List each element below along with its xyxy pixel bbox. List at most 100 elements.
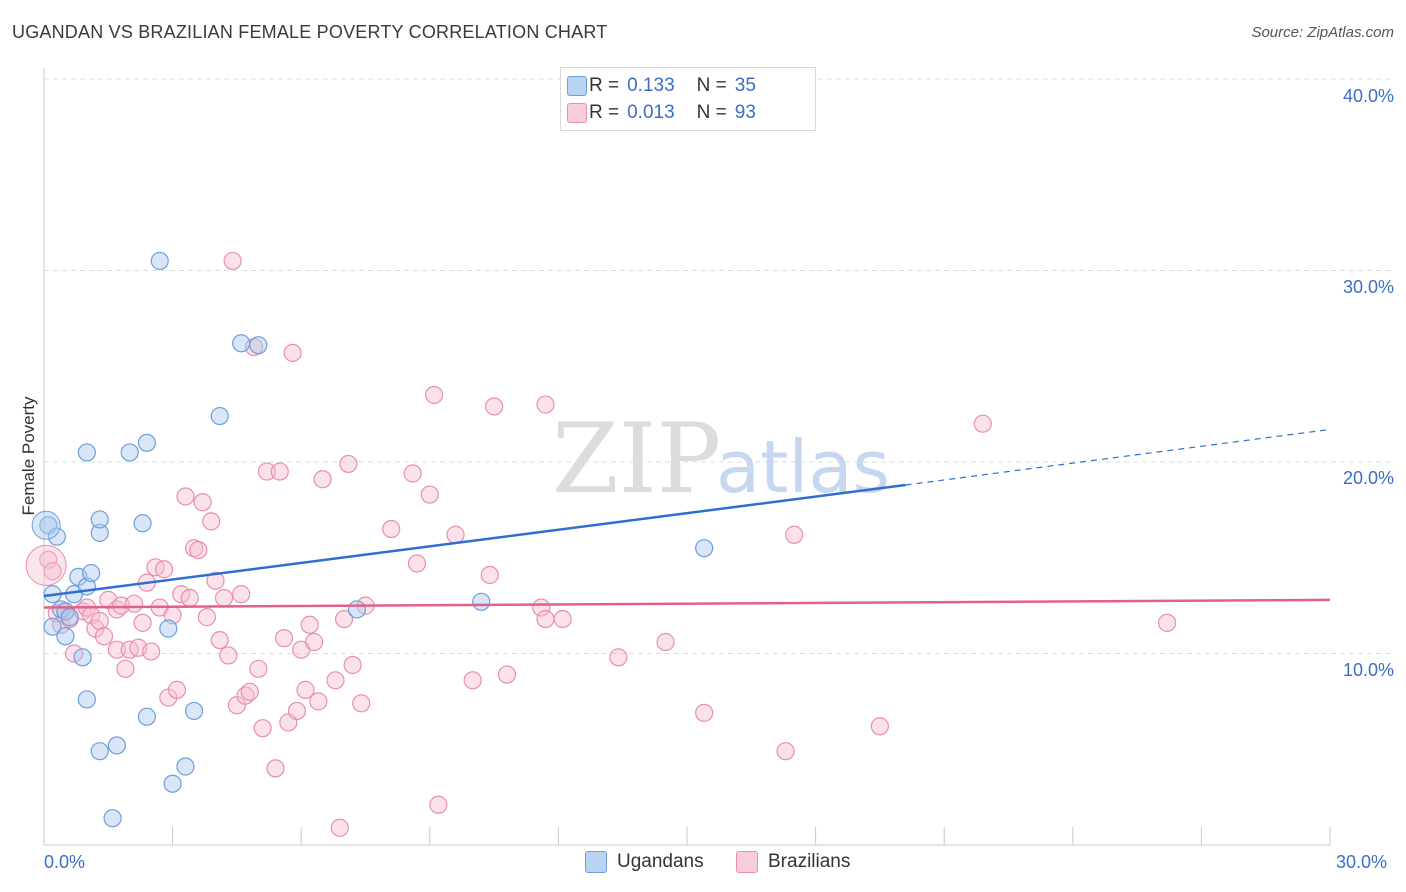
y-tick-label-30: 30.0% (1342, 277, 1394, 297)
data-point-brazilian (446, 525, 465, 544)
data-point-ugandan (47, 527, 66, 546)
data-point-brazilian (776, 742, 795, 761)
data-point-brazilian (240, 682, 259, 701)
data-point-brazilian (536, 609, 555, 629)
data-point-brazilian (553, 609, 572, 629)
data-point-brazilian (352, 694, 371, 713)
trend-line-ugandans (43, 483, 906, 598)
x-tick-label-max: 30.0% (1336, 852, 1388, 872)
data-point-brazilian (334, 609, 354, 629)
legend-row-brazilians: R = 0.013 N = 93 (567, 101, 756, 125)
data-point-brazilian (124, 594, 144, 613)
legend-item-brazilians: Brazilians (736, 851, 850, 873)
data-point-ugandan (90, 523, 109, 542)
legend-row-ugandans: R = 0.133 N = 35 (567, 74, 756, 98)
data-point-ugandan (73, 648, 92, 667)
data-point-brazilian (424, 385, 444, 405)
data-point-brazilian (532, 598, 551, 617)
data-point-brazilian (142, 642, 161, 661)
y-tick-label-20: 20.0% (1342, 468, 1394, 488)
legend-r-value: 0.013 (627, 102, 675, 123)
data-point-ugandan (163, 774, 182, 793)
data-point-brazilian (497, 665, 517, 684)
trend-line-ugandans-extension (905, 428, 1331, 486)
series-ugandans (31, 251, 714, 828)
data-point-brazilian (485, 397, 504, 416)
data-point-ugandan (137, 707, 156, 726)
y-tick-label-10: 10.0% (1342, 660, 1394, 680)
legend-item-ugandans: Ugandans (585, 851, 704, 873)
data-point-brazilian (167, 680, 186, 699)
data-point-ugandan (82, 563, 101, 583)
data-point-brazilian (210, 630, 229, 650)
data-point-brazilian (656, 632, 675, 652)
data-point-brazilian (973, 414, 992, 433)
data-point-ugandan (137, 433, 156, 452)
data-point-brazilian (382, 519, 401, 539)
data-point-brazilian (249, 659, 268, 678)
data-point-brazilian (180, 588, 199, 608)
data-point-brazilian (64, 644, 84, 663)
chart-title: UGANDAN VS BRAZILIAN FEMALE POVERTY CORR… (12, 22, 608, 42)
data-point-brazilian (536, 395, 555, 414)
chart-source: Source: ZipAtlas.com (1251, 24, 1394, 41)
data-point-brazilian (609, 648, 628, 667)
data-point-ugandan (60, 608, 79, 627)
series-legend: Ugandans Brazilians (0, 851, 1406, 877)
data-point-brazilian (219, 646, 238, 665)
legend-label-ugandans: Ugandans (617, 851, 704, 872)
x-tick-label-min: 0.0% (44, 852, 86, 872)
data-point-brazilian (133, 613, 152, 632)
data-point-brazilian (266, 759, 285, 778)
data-point-brazilian (43, 562, 62, 581)
data-point-ugandan-large (31, 510, 61, 540)
data-point-ugandan (90, 742, 109, 761)
legend-n-value: 93 (734, 102, 756, 123)
legend-swatch-brazilians (567, 103, 587, 123)
data-point-brazilian (326, 671, 345, 690)
legend-n-label: N = (696, 102, 727, 123)
data-point-ugandan (347, 600, 367, 619)
watermark-zip: ZIP (552, 403, 721, 515)
data-point-brazilian (90, 611, 109, 631)
data-point-brazilian (270, 462, 289, 481)
data-point-brazilian (339, 454, 358, 474)
data-point-brazilian (176, 487, 195, 506)
legend-r-label: R = (589, 102, 620, 123)
data-point-brazilian (463, 671, 482, 690)
watermark-atlas: atlas (716, 425, 890, 509)
data-point-brazilian (287, 701, 307, 721)
data-point-ugandan (184, 701, 204, 721)
trend-lines (43, 428, 1331, 609)
data-point-brazilian (39, 550, 58, 569)
data-point-ugandan (159, 619, 178, 638)
axes (43, 68, 1331, 846)
data-point-brazilian (330, 818, 349, 837)
legend-r-value: 0.133 (627, 75, 675, 96)
data-point-brazilian (253, 719, 272, 738)
data-point-brazilian (94, 627, 114, 646)
data-point-ugandan (133, 514, 152, 533)
data-point-brazilian (223, 251, 242, 271)
data-point-ugandan (56, 627, 75, 646)
data-point-brazilian (189, 540, 208, 560)
data-point-brazilian (107, 640, 126, 659)
data-point-brazilian (296, 680, 315, 699)
data-point-brazilian (193, 493, 212, 512)
data-point-brazilian (116, 659, 135, 678)
data-point-brazilian (870, 717, 890, 736)
data-point-ugandan (77, 443, 96, 462)
data-point-brazilian (309, 692, 328, 711)
data-point-brazilian (480, 565, 499, 585)
data-point-ugandan (120, 443, 139, 462)
correlation-legend: R = 0.133 N = 35 R = 0.013 N = 93 (560, 67, 816, 131)
data-point-brazilian (283, 343, 302, 362)
data-point-ugandan (150, 251, 169, 271)
data-point-brazilian (300, 615, 319, 634)
grid-lines (44, 78, 1392, 654)
data-point-brazilian (1158, 613, 1177, 632)
legend-r-label: R = (589, 75, 620, 96)
data-point-brazilian (206, 571, 225, 590)
data-point-ugandan (43, 617, 62, 636)
